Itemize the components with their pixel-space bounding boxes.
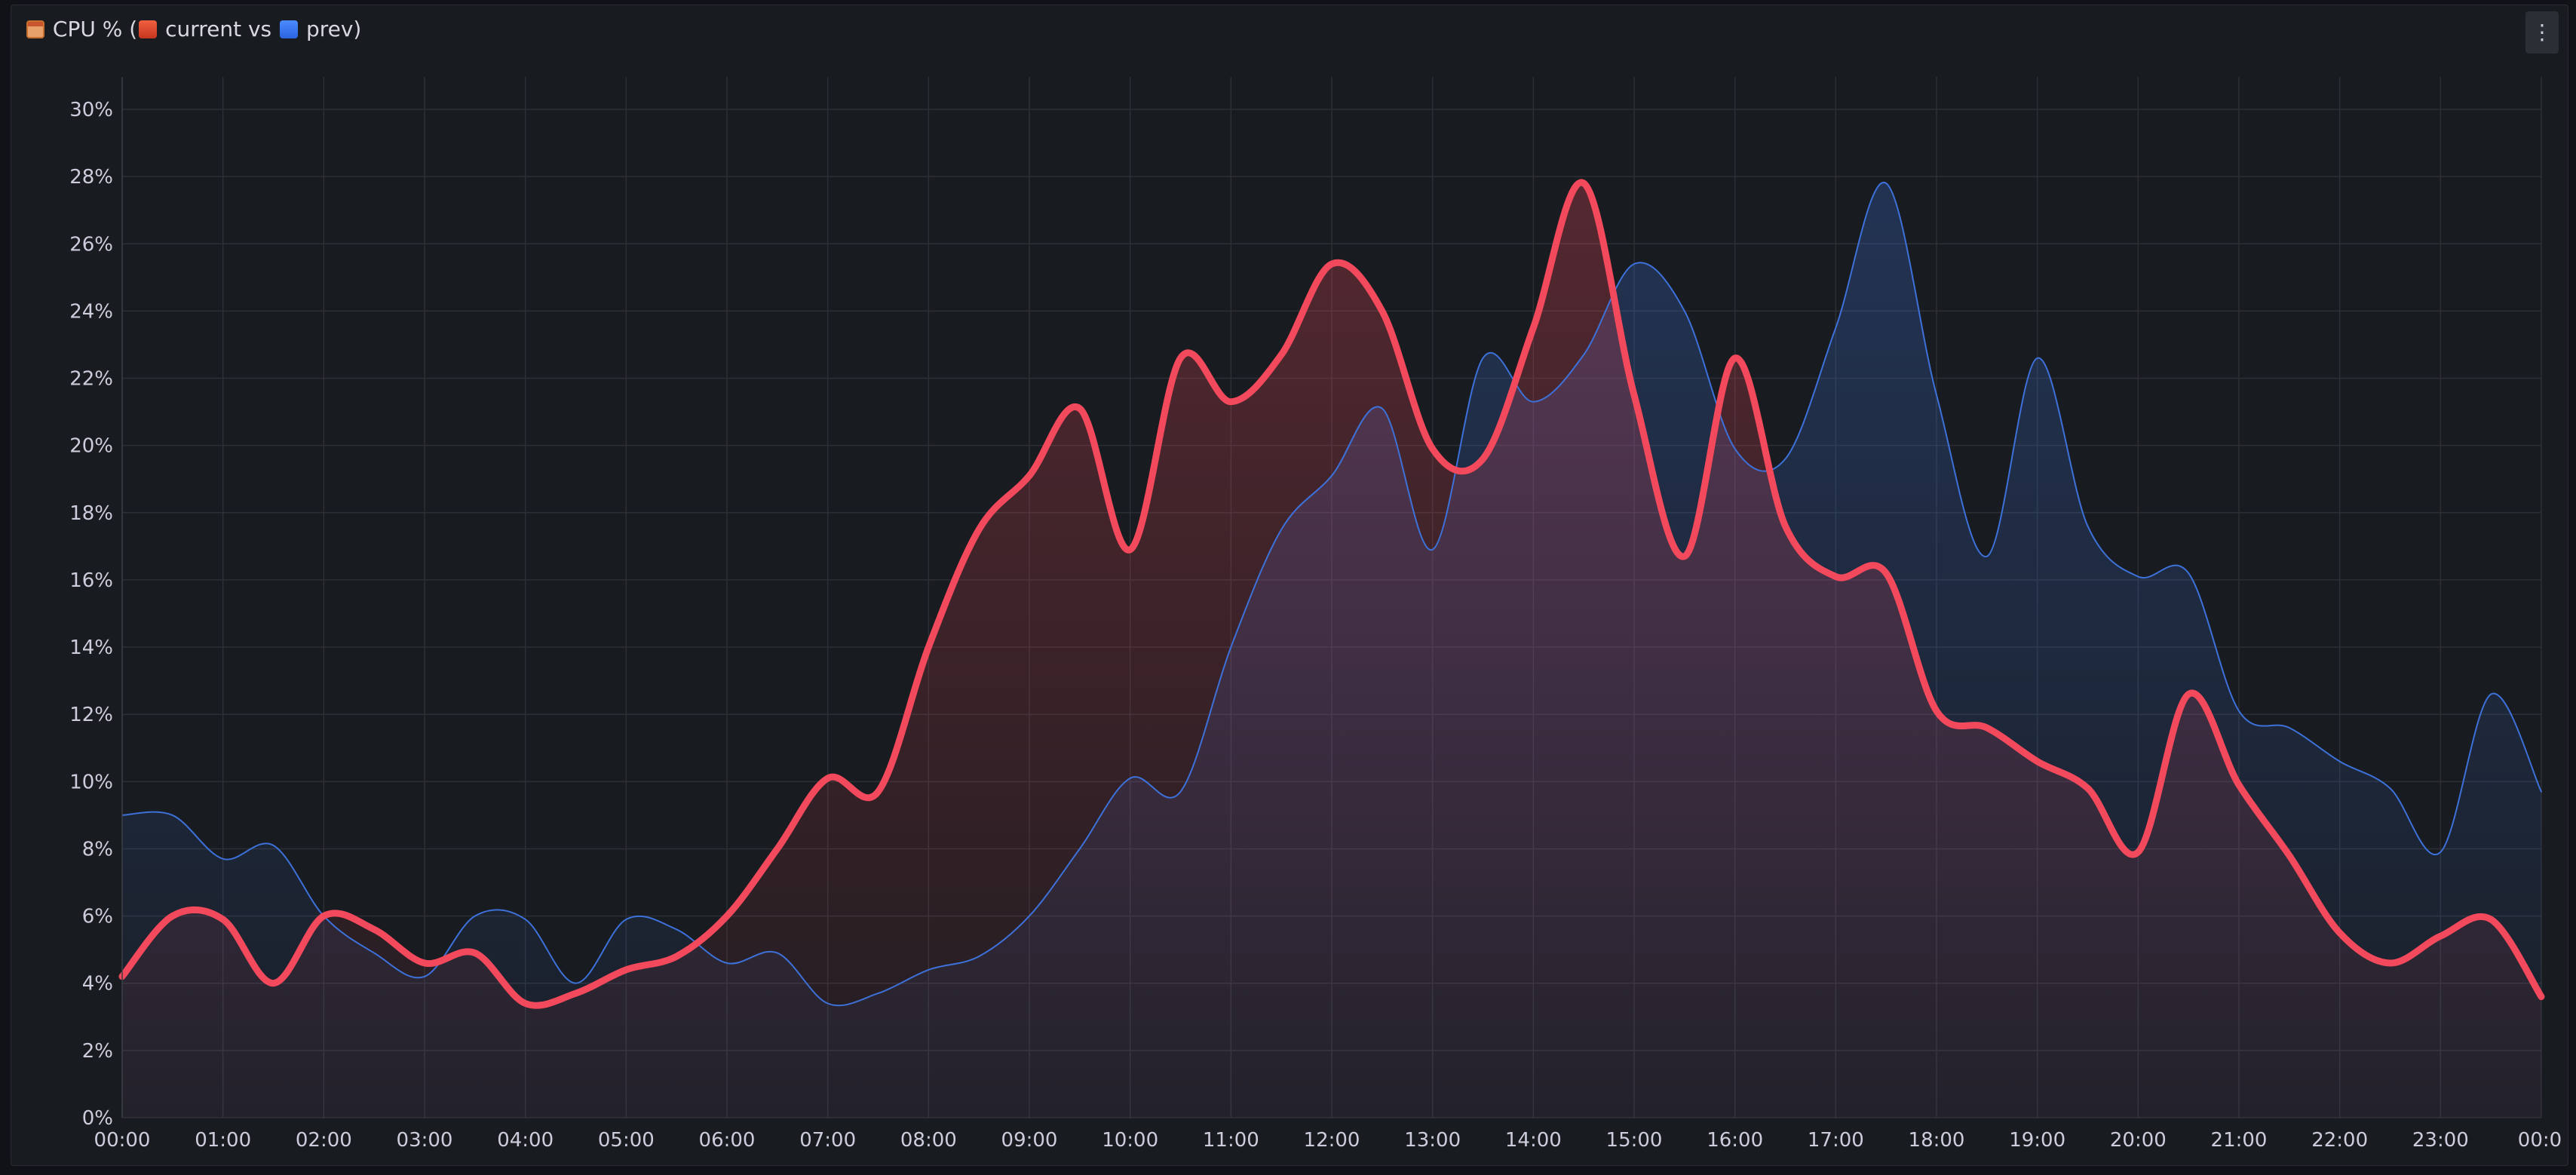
- x-tick-label: 09:00: [1001, 1129, 1058, 1152]
- x-tick-label: 15:00: [1606, 1129, 1663, 1152]
- x-tick-label: 23:00: [2412, 1129, 2469, 1152]
- x-tick-label: 19:00: [2009, 1129, 2065, 1152]
- x-tick-label: 21:00: [2211, 1129, 2268, 1152]
- y-tick-label: 4%: [82, 973, 113, 996]
- x-tick-label: 16:00: [1707, 1129, 1763, 1152]
- panel-title[interactable]: CPU % ( current vs prev): [25, 16, 361, 43]
- y-tick-label: 16%: [69, 569, 113, 592]
- calendar-icon: [26, 20, 44, 38]
- panel-title-current: current vs: [165, 17, 272, 41]
- x-tick-label: 05:00: [598, 1129, 655, 1152]
- x-tick-label: 04:00: [497, 1129, 554, 1152]
- x-tick-label: 13:00: [1404, 1129, 1461, 1152]
- x-tick-label: 17:00: [1808, 1129, 1864, 1152]
- series-layer: [118, 179, 2545, 1118]
- blue-square-icon: [280, 20, 299, 38]
- x-tick-label: 01:00: [195, 1129, 251, 1152]
- x-tick-label: 22:00: [2311, 1129, 2368, 1152]
- x-tick-label: 11:00: [1203, 1129, 1259, 1152]
- panel-header: CPU % ( current vs prev) ⋮: [11, 5, 2568, 54]
- y-tick-label: 12%: [69, 704, 113, 726]
- axes: 0% 2% 4% 6% 8% 10% 12% 14% 16% 18% 20% 22% 24% 26% 28%…: [69, 77, 2562, 1152]
- x-tick-label: 12:00: [1304, 1129, 1360, 1152]
- y-tick-label: 8%: [82, 838, 113, 861]
- panel-menu-button[interactable]: ⋮: [2525, 11, 2559, 54]
- y-tick-label: 26%: [69, 233, 113, 256]
- y-tick-label: 6%: [82, 906, 113, 928]
- y-tick-label: 30%: [69, 99, 113, 121]
- x-tick-label: 07:00: [799, 1129, 856, 1152]
- x-tick-label: 02:00: [296, 1129, 352, 1152]
- red-square-icon: [139, 20, 158, 38]
- x-tick-label: 14:00: [1505, 1129, 1562, 1152]
- y-tick-label: 10%: [69, 771, 113, 793]
- y-tick-label: 18%: [69, 502, 113, 525]
- panel-title-prev: prev): [305, 17, 362, 41]
- x-tick-label: 00:0: [2518, 1129, 2562, 1152]
- series-line-current: [118, 179, 2545, 1009]
- y-tick-label: 24%: [69, 300, 113, 323]
- x-tick-label: 08:00: [900, 1129, 957, 1152]
- y-tick-label: 14%: [69, 637, 113, 659]
- x-tick-label: 03:00: [397, 1129, 453, 1152]
- x-tick-label: 06:00: [699, 1129, 756, 1152]
- panel-title-prefix: CPU % (: [52, 17, 138, 41]
- y-tick-label: 20%: [69, 435, 113, 458]
- y-tick-label: 22%: [69, 368, 113, 391]
- x-tick-label: 18:00: [1909, 1129, 1965, 1152]
- y-tick-label: 28%: [69, 166, 113, 189]
- y-tick-label: 2%: [82, 1040, 113, 1063]
- x-tick-label: 20:00: [2110, 1129, 2167, 1152]
- series-line-prev: [121, 182, 2542, 1007]
- x-tick-label: 10:00: [1102, 1129, 1158, 1152]
- vertical-ellipsis-icon: ⋮: [2532, 20, 2553, 44]
- x-tick-label: 00:00: [94, 1129, 151, 1152]
- y-tick-label: 0%: [82, 1107, 113, 1130]
- series-area-current: [122, 182, 2541, 1118]
